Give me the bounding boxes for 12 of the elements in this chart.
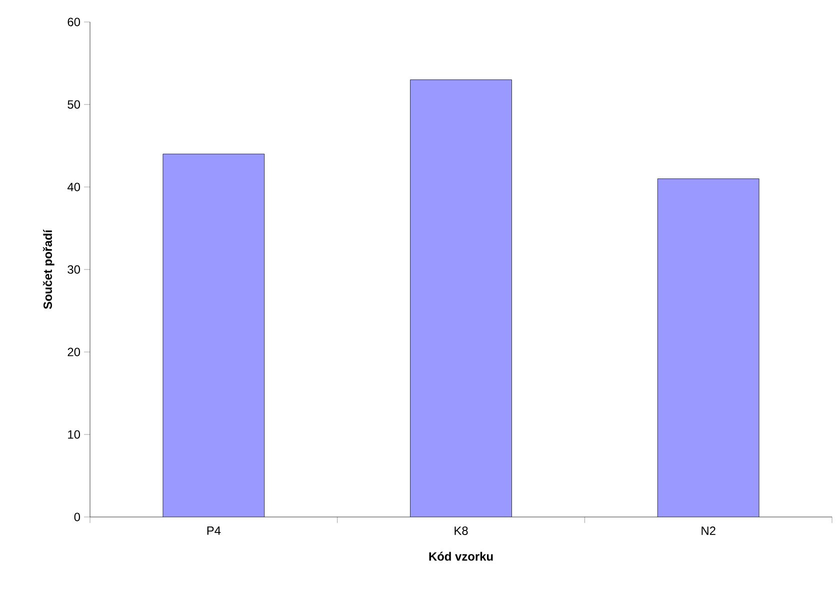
y-tick-label: 0 xyxy=(74,512,80,522)
y-tick-label: 10 xyxy=(68,430,80,439)
y-tick-label: 30 xyxy=(68,265,80,274)
y-tick-label: 50 xyxy=(68,100,80,109)
x-tick-label: N2 xyxy=(702,526,716,535)
y-axis-title: Součet pořadí xyxy=(42,229,54,309)
x-tick-label: P4 xyxy=(207,526,221,535)
y-tick-label: 40 xyxy=(67,182,80,192)
x-axis-title: Kód vzorku xyxy=(429,552,493,561)
x-tick-label: K8 xyxy=(454,526,468,535)
y-tick-label: 60 xyxy=(68,18,80,26)
y-tick-label: 20 xyxy=(68,348,80,356)
